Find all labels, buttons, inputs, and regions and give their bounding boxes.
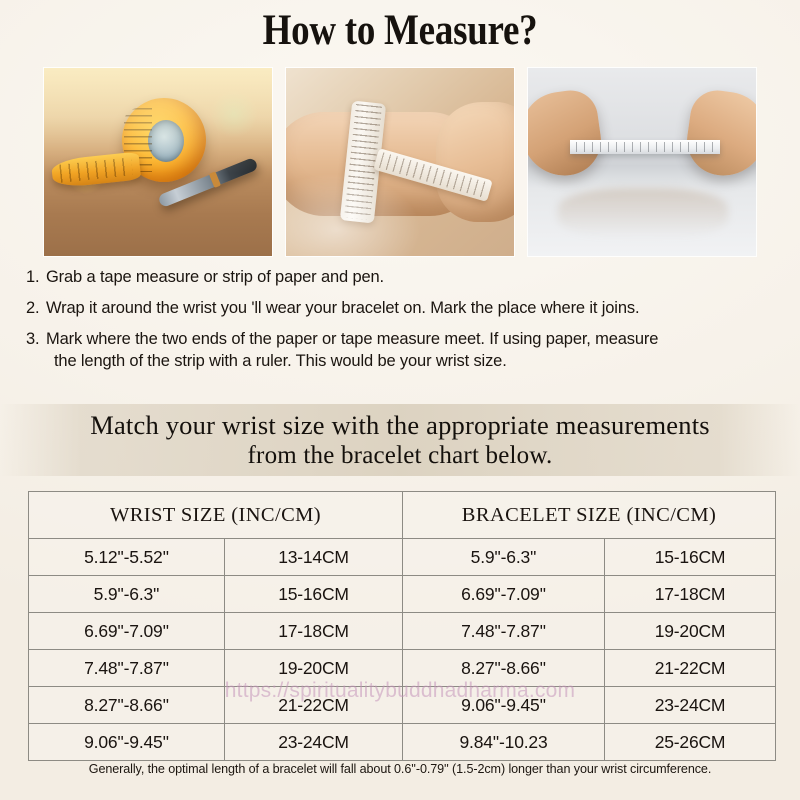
right-hand-shape [682,86,756,182]
cell-bracelet-inch: 6.69''-7.09'' [402,575,605,613]
cell-bracelet-cm: 17-18CM [603,575,777,613]
header-bracelet-size: BRACELET SIZE (INC/CM) [401,491,777,539]
step-number: 2. [26,299,40,318]
step-text-line-2: the length of the strip with a ruler. Th… [54,352,507,371]
list-item: 1. Grab a tape measure or strip of paper… [26,266,778,288]
cell-bracelet-inch: 9.84''-10.23 [402,723,605,761]
banner-line-2: from the bracelet chart below. [247,441,553,469]
banner-line-1: Match your wrist size with the appropria… [90,410,710,441]
cell-wrist-cm: 23-24CM [224,723,403,761]
chart-banner: Match your wrist size with the appropria… [0,404,800,476]
step-text-line-1: Mark where the two ends of the paper or … [46,330,659,349]
cell-wrist-cm: 15-16CM [224,575,403,613]
list-item: 3. Mark where the two ends of the paper … [26,328,778,372]
photo-3-scene [528,68,756,256]
cell-wrist-inch: 5.12''-5.52'' [28,538,225,576]
cell-wrist-cm: 17-18CM [224,612,403,650]
step-text: Mark where the two ends of the paper or … [46,328,778,372]
table-row: 5.9''-6.3'' 15-16CM 6.69''-7.09'' 17-18C… [28,575,777,613]
cell-wrist-inch: 5.9''-6.3'' [28,575,225,613]
photo-hands-with-strip [528,68,756,256]
photo-wrist-with-tape [286,68,514,256]
tape-measure-tail [50,151,142,189]
table-header-row: WRIST SIZE (INC/CM) BRACELET SIZE (INC/C… [28,491,777,539]
paper-strip-with-ruler [570,140,720,154]
forearm-shape [286,112,482,216]
photo-2-scene [286,68,514,256]
tape-around-wrist [339,100,387,224]
left-hand-shape [528,86,606,182]
cell-bracelet-cm: 21-22CM [603,649,777,687]
cell-wrist-cm: 19-20CM [224,649,403,687]
cell-bracelet-inch: 7.48''-7.87'' [402,612,605,650]
photo-strip [44,68,756,256]
list-item: 2. Wrap it around the wrist you 'll wear… [26,297,778,319]
tape-loose-end [373,148,493,202]
cell-wrist-inch: 8.27''-8.66'' [28,686,225,724]
cell-bracelet-cm: 15-16CM [603,538,777,576]
cell-bracelet-cm: 19-20CM [603,612,777,650]
step-number: 3. [26,330,40,349]
cell-bracelet-inch: 9.06''-9.45'' [402,686,605,724]
cell-wrist-inch: 6.69''-7.09'' [28,612,225,650]
table-body: 5.12''-5.52'' 13-14CM 5.9''-6.3'' 15-16C… [28,538,777,761]
cell-wrist-inch: 9.06''-9.45'' [28,723,225,761]
table-row: 9.06''-9.45'' 23-24CM 9.84''-10.23 25-26… [28,723,777,761]
cell-wrist-inch: 7.48''-7.87'' [28,649,225,687]
fist-shape [436,102,514,222]
cell-bracelet-cm: 23-24CM [603,686,777,724]
photo-tape-measure-and-pen [44,68,272,256]
surface-reflection [558,188,728,238]
step-text: Grab a tape measure or strip of paper an… [46,268,384,286]
table-row: 5.12''-5.52'' 13-14CM 5.9''-6.3'' 15-16C… [28,538,777,576]
step-number: 1. [26,268,40,286]
cell-wrist-cm: 21-22CM [224,686,403,724]
table-row: 7.48''-7.87'' 19-20CM 8.27''-8.66'' 21-2… [28,649,777,687]
footer-note: Generally, the optimal length of a brace… [88,762,712,776]
page-title: How to Measure? [262,7,538,54]
table-head: WRIST SIZE (INC/CM) BRACELET SIZE (INC/C… [28,491,777,539]
table-row: 6.69''-7.09'' 17-18CM 7.48''-7.87'' 19-2… [28,612,777,650]
instruction-list: 1. Grab a tape measure or strip of paper… [26,266,778,381]
cell-wrist-cm: 13-14CM [224,538,403,576]
header-wrist-size: WRIST SIZE (INC/CM) [28,491,403,539]
size-chart-table-wrapper: WRIST SIZE (INC/CM) BRACELET SIZE (INC/C… [28,491,777,761]
photo-1-scene [44,68,272,256]
size-chart-table: WRIST SIZE (INC/CM) BRACELET SIZE (INC/C… [28,491,777,761]
cell-bracelet-cm: 25-26CM [603,723,777,761]
cell-bracelet-inch: 8.27''-8.66'' [402,649,605,687]
cell-bracelet-inch: 5.9''-6.3'' [402,538,605,576]
step-text: Wrap it around the wrist you 'll wear yo… [46,299,640,318]
table-row: 8.27''-8.66'' 21-22CM 9.06''-9.45'' 23-2… [28,686,777,724]
